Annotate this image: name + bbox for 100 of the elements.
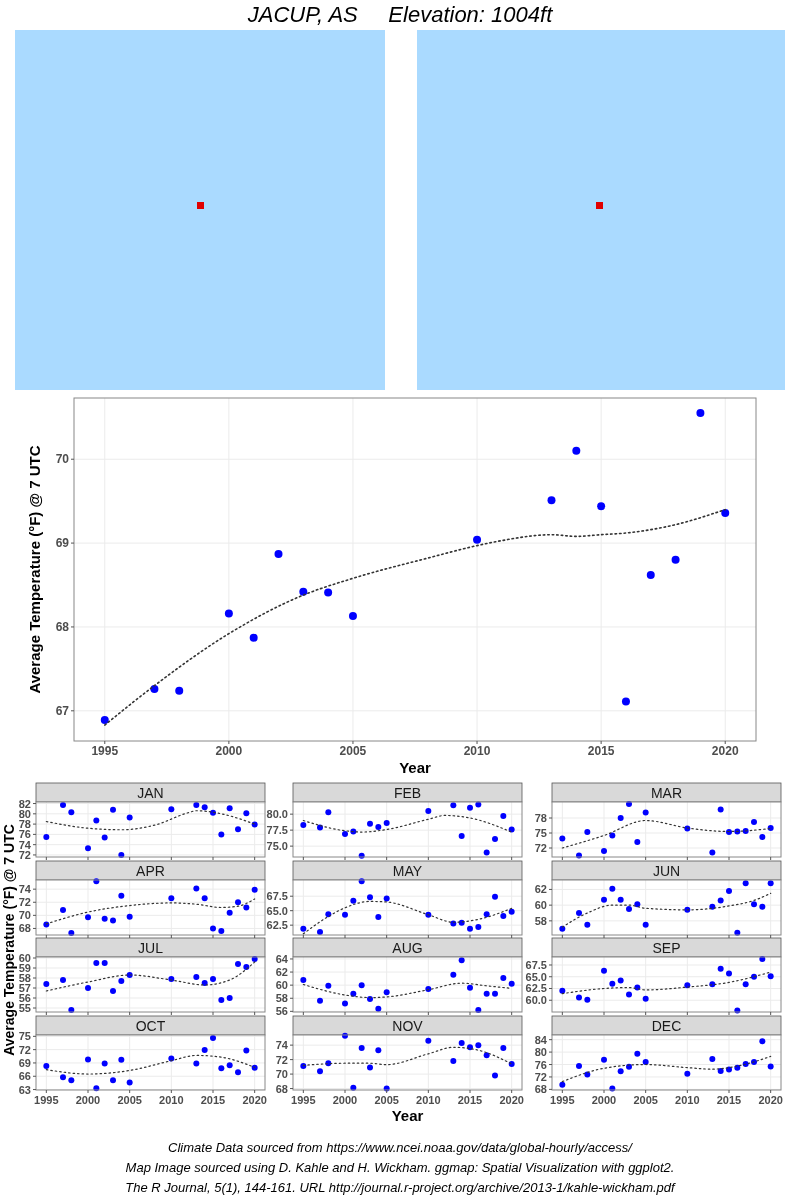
point [235, 899, 241, 906]
point [601, 896, 607, 903]
point [717, 965, 724, 972]
point [342, 1000, 348, 1007]
point [609, 980, 616, 987]
chart-title: JAN [137, 784, 164, 801]
point [126, 814, 133, 821]
point [617, 896, 624, 903]
point [559, 835, 566, 842]
chart-title: JUN [652, 862, 681, 879]
point [601, 967, 607, 974]
point [201, 804, 208, 811]
point [576, 994, 582, 1001]
text: Map Image sourced using D. Kahle and H. Wickham. ggmap: Spatial Visualization with ggplot2. [125, 1160, 675, 1175]
x-tick-label: 2005 [374, 1094, 399, 1106]
point [617, 815, 624, 821]
chart-title: JUL [138, 939, 164, 956]
point [576, 910, 582, 916]
point [348, 612, 357, 621]
y-tick-label: 67.5 [266, 890, 288, 903]
y-tick-label: 70 [55, 452, 70, 467]
point [251, 886, 258, 893]
y-tick-label: 68 [534, 1083, 547, 1096]
y-tick-label: 78 [534, 812, 547, 824]
point [210, 925, 216, 932]
point [726, 970, 732, 977]
point [218, 997, 225, 1003]
y-tick-label: 60 [18, 952, 31, 964]
x-tick-label: 1995 [91, 744, 119, 758]
point [218, 831, 225, 838]
point [300, 925, 307, 932]
y-tick-label: 67 [55, 703, 70, 718]
point [110, 1077, 116, 1084]
y-tick-label: 70 [18, 909, 31, 922]
y-tick-label: 70 [275, 1068, 288, 1081]
x-tick-label: 2005 [339, 744, 367, 758]
point [358, 1045, 365, 1052]
point [210, 1035, 216, 1042]
point [584, 996, 591, 1003]
point [168, 806, 175, 813]
point [483, 990, 490, 997]
y-tick-label: 58 [534, 914, 547, 927]
point [584, 829, 591, 835]
point [646, 570, 655, 579]
point [450, 971, 457, 978]
point [717, 897, 724, 904]
point [226, 909, 233, 916]
y-tick-label: 69 [18, 1056, 31, 1069]
point [101, 915, 108, 922]
y-tick-label: 72 [18, 1043, 31, 1056]
x-tick-label: 2000 [332, 1094, 358, 1106]
chart-title: AUG [392, 939, 423, 956]
chart-title: SEP [652, 939, 681, 956]
point [717, 806, 724, 813]
point [235, 961, 241, 967]
chart-title: MAR [650, 784, 683, 801]
point [325, 809, 332, 816]
point [500, 813, 507, 820]
point [324, 588, 333, 597]
y-tick-label: 63 [18, 1083, 31, 1096]
point [350, 897, 357, 904]
x-tick-label: 2005 [117, 1094, 142, 1106]
point [684, 1070, 691, 1077]
point [249, 633, 258, 642]
x-axis-title: Year [391, 1107, 424, 1124]
point [60, 907, 66, 914]
point [126, 913, 133, 920]
point [235, 1069, 241, 1076]
y-tick-label: 60 [534, 899, 547, 912]
x-tick-label: 2020 [499, 1094, 524, 1106]
point [576, 1063, 582, 1070]
point [93, 960, 100, 966]
y-tick-label: 75.0 [266, 840, 288, 853]
point [101, 960, 108, 966]
point [483, 849, 490, 856]
point [342, 830, 348, 837]
point [60, 1074, 66, 1081]
point [425, 807, 432, 814]
point [126, 1079, 133, 1086]
text: The R Journal, 5(1), 144-161. URL http://journal.r-project.org/archive/2013-1/kahle-wickham.pdf [125, 1180, 677, 1195]
x-axis-title: Year [399, 759, 432, 776]
y-tick-label: 74 [18, 838, 32, 851]
point [709, 1055, 716, 1062]
x-tick-label: 2000 [75, 1094, 101, 1106]
point [751, 901, 757, 908]
point [243, 810, 250, 817]
point [742, 880, 749, 887]
point [251, 1064, 258, 1071]
x-tick-label: 2005 [633, 1094, 658, 1106]
line-series [561, 971, 772, 995]
point [609, 885, 616, 892]
point [383, 989, 390, 996]
y-tick-label: 62 [534, 883, 547, 896]
point [475, 1042, 482, 1049]
point [100, 716, 109, 725]
y-tick-label: 65.0 [266, 904, 288, 917]
x-tick-label: 2000 [215, 744, 243, 758]
point [473, 535, 482, 544]
point [118, 978, 125, 984]
chart-title: APR [136, 862, 165, 879]
